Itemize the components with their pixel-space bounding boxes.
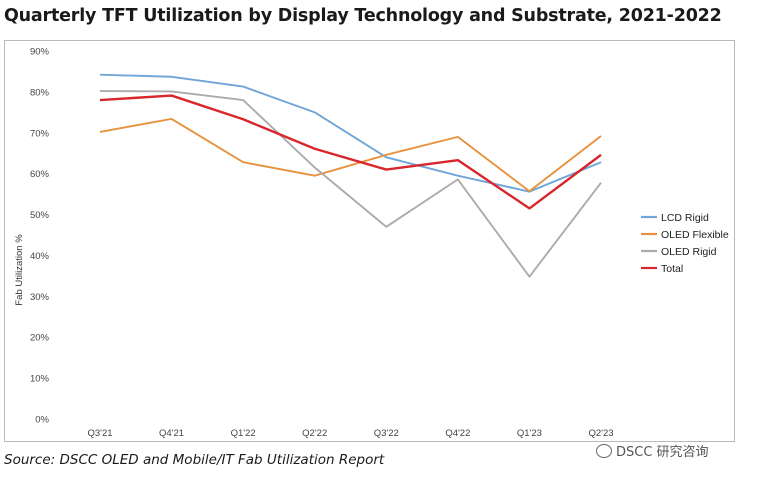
watermark-text: DSCC 研究咨询 [616, 445, 709, 460]
source-note: Source: DSCC OLED and Mobile/IT Fab Util… [4, 452, 385, 468]
y-tick-label: 20% [30, 333, 50, 344]
y-tick-label: 50% [30, 210, 50, 221]
series-line-total [99, 94, 602, 210]
chart-title: Quarterly TFT Utilization by Display Tec… [4, 6, 722, 26]
chart-frame: 0% 10% 20% 30% 40% 50% 60% 70% 80% 90% Q3'21 Q4'21… [4, 40, 735, 442]
x-tick-label: Q4'22 [445, 428, 470, 439]
series-line-oled-flexible [99, 117, 602, 193]
x-tick-labels: Q3'21 Q4'21 Q1'22 Q2'22 Q3'22 Q4'22 Q1'23 Q2'23 [87, 428, 613, 439]
chat-bubble-icon [596, 443, 612, 458]
watermark: DSCC 研究咨询 [596, 441, 709, 460]
x-tick-label: Q2'22 [302, 428, 327, 439]
y-axis-label: Fab Utilization % [14, 234, 25, 306]
y-tick-label: 70% [30, 128, 50, 139]
y-tick-label: 0% [35, 415, 49, 426]
x-tick-label: Q1'22 [231, 428, 256, 439]
legend-label-lcd-rigid: LCD Rigid [661, 212, 709, 224]
y-tick-label: 40% [30, 251, 50, 262]
y-tick-label: 90% [30, 47, 50, 58]
x-tick-label: Q4'21 [159, 428, 184, 439]
y-tick-label: 80% [30, 87, 50, 98]
y-tick-label: 10% [30, 374, 50, 385]
line-chart: 0% 10% 20% 30% 40% 50% 60% 70% 80% 90% Q3'21 Q4'21… [14, 47, 729, 440]
x-tick-label: Q3'21 [87, 428, 112, 439]
legend-label-oled-flexible: OLED Flexible [661, 229, 729, 241]
series-lines [99, 73, 602, 278]
legend-label-total: Total [661, 263, 683, 275]
x-tick-label: Q3'22 [374, 428, 399, 439]
series-line-oled-rigid [99, 90, 602, 278]
y-tick-labels: 0% 10% 20% 30% 40% 50% 60% 70% 80% 90% [30, 47, 50, 426]
legend: LCD Rigid OLED Flexible OLED Rigid Total [641, 212, 729, 275]
x-tick-label: Q1'23 [517, 428, 542, 439]
x-tick-label: Q2'23 [588, 428, 613, 439]
y-tick-label: 60% [30, 169, 50, 180]
legend-label-oled-rigid: OLED Rigid [661, 246, 717, 258]
y-tick-label: 30% [30, 292, 50, 303]
series-line-lcd-rigid [99, 73, 602, 193]
